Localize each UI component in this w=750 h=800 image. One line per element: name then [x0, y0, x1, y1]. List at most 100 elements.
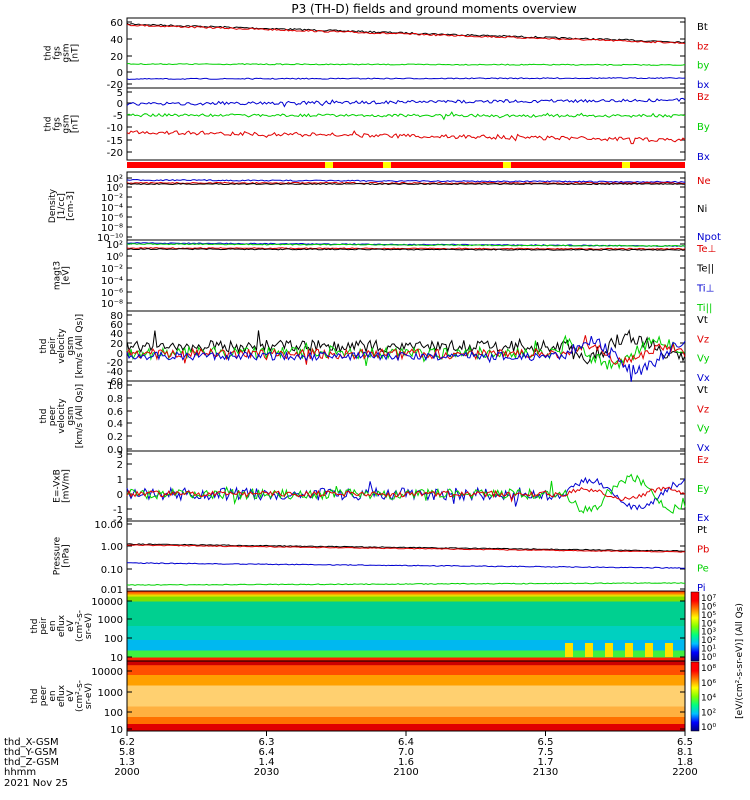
legend-pressure-Pt: Pt [697, 525, 707, 536]
colorbar-tick-electron-2: 10⁴ [701, 694, 716, 704]
y-tick-label-peer-velocity-0: 1.0 [107, 381, 123, 392]
ylabel-peir-eflux-4: eV [66, 619, 76, 632]
row-label-1: thd_Y-GSM [4, 747, 57, 758]
ylabel-peer-eflux-3: eflux [57, 684, 67, 707]
electron-spectrogram [127, 661, 685, 732]
colorbar-tick-ion-4: 10³ [701, 628, 716, 638]
trace-Te-par [126, 248, 686, 251]
ylabel-peir-velocity-3: gsm [66, 336, 76, 355]
y-tick-label-peer-eflux-2: 100 [104, 708, 123, 719]
y-tick-label-temperature-1: 10⁰ [106, 252, 123, 263]
ylabel-peer-eflux-2: en [48, 690, 58, 701]
electron-band-6 [127, 724, 685, 732]
mode-bar [127, 162, 685, 168]
y-tick-label-density-4: 10⁻⁶ [101, 213, 123, 224]
ion-band-1 [127, 592, 685, 595]
y-tick-label-peir-eflux-1: 1000 [98, 615, 123, 626]
row-label-3: hhmm [4, 767, 36, 778]
ylabel-peir-eflux-2: en [48, 620, 58, 631]
y-tick-label-pressure-1: 1.00 [101, 542, 123, 553]
panel-frame-efield [126, 450, 686, 522]
y-tick-label-peer-velocity-1: 0.8 [107, 394, 123, 405]
x-label-y-1: 6.4 [259, 747, 275, 758]
ion-burst-3 [625, 643, 633, 657]
legend-temperature-Ti⊥: Ti⊥ [696, 283, 714, 294]
ylabel-peer-velocity-4: [km/s (All Qs)] [75, 384, 85, 448]
ylabel-peer-velocity-1: peer [48, 405, 58, 426]
legend-peir-velocity-Vy: Vy [697, 354, 710, 365]
legend-fgs-mag-Bt: Bt [697, 22, 708, 33]
colorbar-tick-electron-1: 10⁶ [701, 679, 716, 689]
y-tick-label-peer-velocity-4: 0.2 [107, 432, 123, 443]
ylabel-fgs-mag-1: fgs [53, 46, 63, 60]
legend-fgs-mag-bz: bz [697, 41, 709, 52]
ion-band-7 [127, 650, 685, 658]
legend-peer-velocity-Vz: Vz [697, 404, 709, 415]
ion-band-8 [127, 657, 685, 662]
y-tick-label-temperature-5: 10⁻⁸ [101, 299, 123, 310]
ylabel-efield-1: [mV/m] [62, 469, 72, 503]
ylabel-peer-eflux-6: sr-eV) [84, 683, 94, 709]
trace-Ni [126, 182, 686, 186]
y-tick-label-density-6: 10⁻¹⁰ [97, 233, 123, 244]
ylabel-peer-eflux-5: (cm²-s- [75, 680, 85, 712]
y-tick-label-fgs-gsm-0: 5 [117, 88, 123, 99]
colorbar-ion [690, 591, 700, 662]
y-tick-label-fgs-gsm-5: -20 [107, 148, 123, 159]
trace-Bx [126, 130, 686, 145]
y-tick-label-fgs-gsm-2: -5 [113, 111, 123, 122]
legend-efield-Ex: Ex [697, 513, 709, 524]
x-label-z-1: 1.4 [259, 757, 275, 768]
x-label-x-2: 6.4 [398, 737, 414, 748]
y-tick-label-peir-velocity-3: 20 [110, 339, 123, 350]
y-tick-label-peir-velocity-7: -60 [107, 377, 123, 388]
ion-burst-5 [665, 643, 673, 657]
x-label-y-3: 7.5 [538, 747, 554, 758]
x-label-y-0: 5.8 [119, 747, 135, 758]
y-tick-label-peer-velocity-2: 0.6 [107, 407, 123, 418]
legend-pressure-Pi: Pi [697, 583, 706, 594]
y-tick-label-density-1: 10⁰ [106, 183, 123, 194]
legend-peer-velocity-Vt: Vt [697, 385, 708, 396]
ion-band-2 [127, 594, 685, 598]
ylabel-peir-velocity-2: velocity [57, 328, 67, 364]
y-tick-label-peir-eflux-0: 10000 [91, 597, 123, 608]
trace-bz [126, 23, 686, 45]
y-tick-label-fgs-gsm-4: -15 [107, 136, 123, 147]
ylabel-density-1: [1/cc] [57, 193, 67, 219]
y-tick-label-fgs-gsm-3: -10 [107, 123, 123, 134]
plot-date: 2021 Nov 25 [4, 778, 68, 789]
legend-fgs-gsm-Bz: Bz [697, 92, 709, 103]
ion-band-5 [127, 626, 685, 641]
y-tick-label-peir-eflux-2: 100 [104, 634, 123, 645]
trace-Pt [126, 543, 686, 552]
x-label-z-4: 1.8 [677, 757, 693, 768]
y-tick-label-pressure-2: 0.10 [101, 565, 123, 576]
colorbar-tick-electron-3: 10² [701, 708, 716, 718]
legend-fgs-mag-bx: bx [697, 80, 709, 91]
electron-band-2 [127, 675, 685, 686]
ylabel-peir-eflux-1: peir [39, 617, 49, 635]
y-tick-label-efield-0: 3 [117, 450, 123, 461]
row-label-0: thd_X-GSM [4, 737, 59, 748]
y-tick-label-fgs-mag-3: 0 [117, 68, 123, 79]
x-label-t-3: 2130 [533, 767, 558, 778]
x-label-x-1: 6.3 [259, 737, 275, 748]
ylabel-peir-eflux-0: thd [30, 619, 40, 634]
y-tick-label-peir-velocity-4: 0 [117, 349, 123, 360]
ylabel-fgs-mag-3: [nT] [71, 44, 81, 62]
mode-bar-mark-1 [383, 162, 391, 168]
panel-frame-peer-velocity [126, 380, 686, 452]
y-tick-label-temperature-0: 10² [106, 240, 123, 251]
y-tick-label-fgs-mag-1: 40 [110, 35, 123, 46]
colorbar-tick-electron-0: 10⁸ [701, 664, 716, 674]
y-tick-label-pressure-0: 10.00 [94, 520, 123, 531]
ylabel-peir-eflux-5: (cm²-s- [75, 610, 85, 642]
legend-density-Ni: Ni [697, 204, 707, 215]
plot-title: P3 (TH-D) fields and ground moments over… [291, 2, 576, 16]
x-label-t-2: 2100 [393, 767, 418, 778]
ylabel-fgs-gsm-2: gsm [62, 114, 72, 133]
y-tick-label-efield-5: -2 [113, 515, 123, 526]
